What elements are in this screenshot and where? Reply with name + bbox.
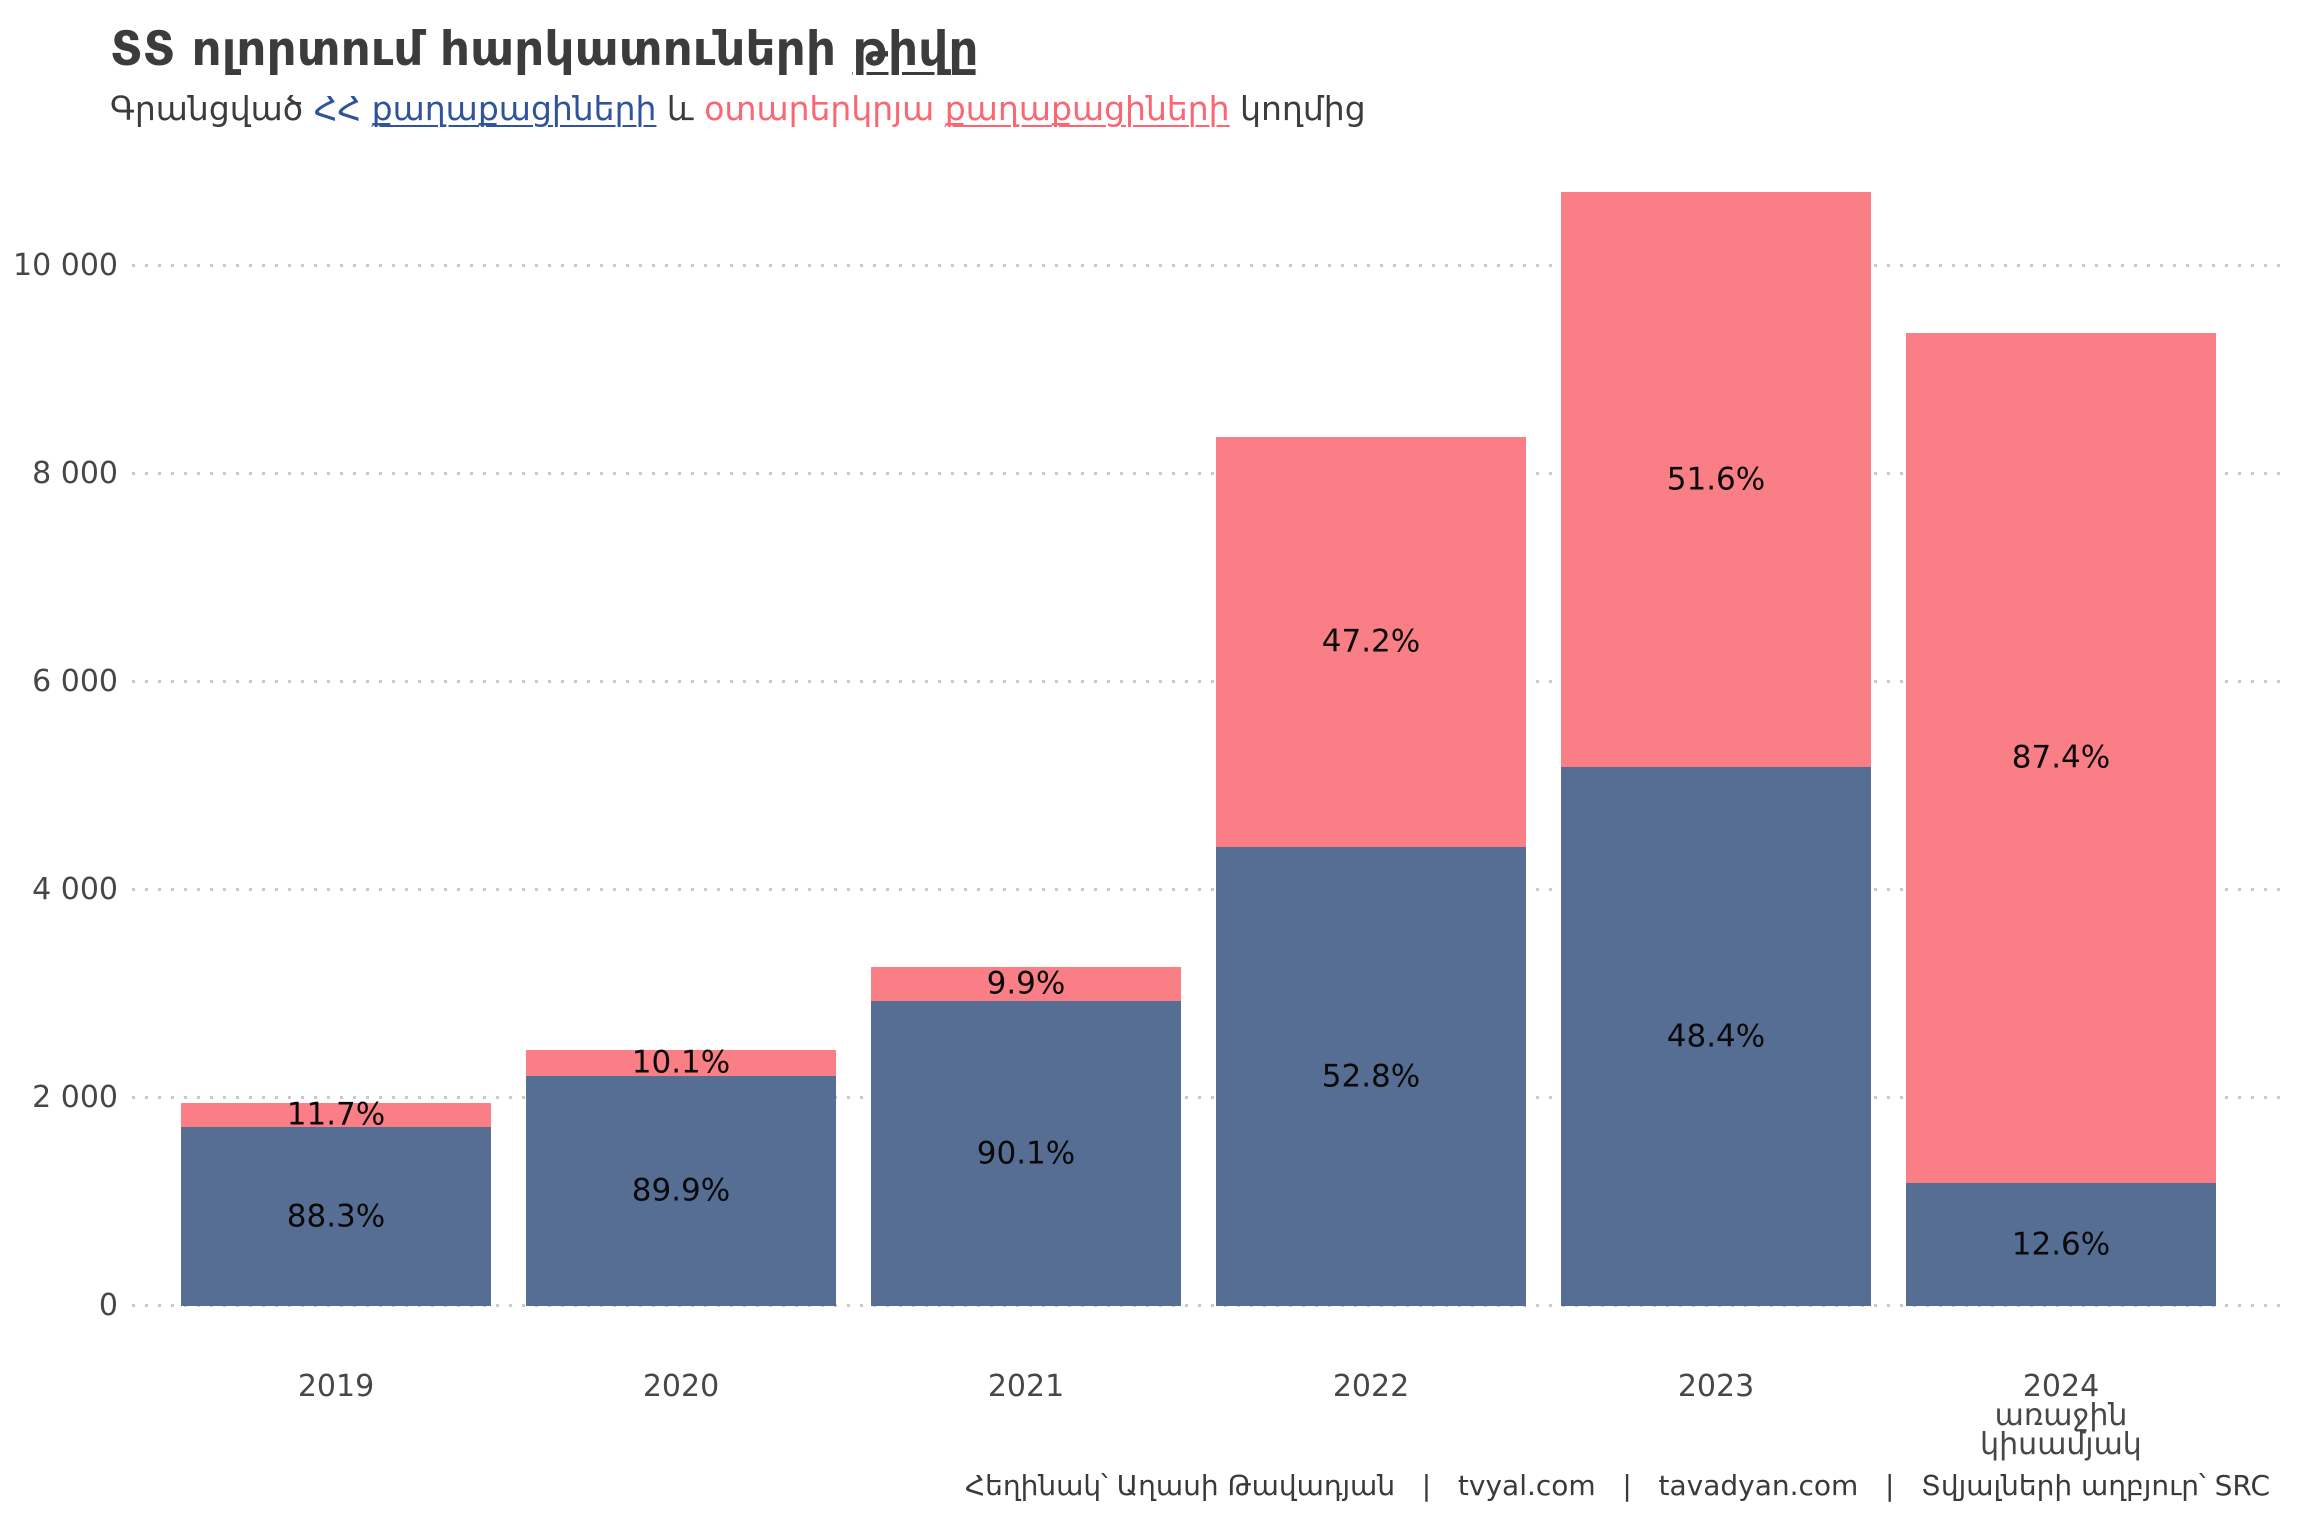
y-tick-label: 10 000	[13, 248, 118, 283]
bar-2020: 10.1% 89.9%	[526, 1044, 836, 1306]
subtitle-text: օտարերկրյա	[704, 89, 945, 128]
subtitle-text: Գրանցված	[110, 89, 314, 128]
segment-ra-citizens: 90.1%	[871, 1001, 1181, 1306]
subtitle-text: քաղաքացիների	[371, 89, 657, 128]
segment-foreign-citizens: 51.6%	[1561, 192, 1871, 767]
x-axis-label-2019: 2019	[186, 1369, 486, 1404]
pct-label-foreign: 10.1%	[631, 1044, 731, 1081]
segment-ra-citizens: 52.8%	[1216, 847, 1526, 1306]
x-axis-label-line: առաջին	[1994, 1398, 2128, 1433]
pct-label-foreign: 47.2%	[1321, 623, 1421, 660]
segment-foreign-citizens: 10.1%	[526, 1044, 836, 1081]
x-axis-label-line: կիսամյակ	[1980, 1427, 2142, 1462]
gridline-6000	[132, 680, 2286, 683]
pct-label-citizens: 52.8%	[1321, 1058, 1421, 1094]
pct-label-foreign: 51.6%	[1666, 461, 1766, 497]
y-tick-label: 8 000	[32, 456, 118, 491]
y-tick-label: 2 000	[32, 1080, 118, 1115]
chart-caption: Հեղինակ՝ Աղասի Թավադյան | tvyal.com | ta…	[965, 1469, 2270, 1502]
subtitle-text	[361, 89, 372, 128]
bar-2023: 51.6% 48.4%	[1561, 192, 1871, 1306]
pct-label-citizens: 88.3%	[286, 1198, 386, 1234]
gridline-0	[132, 1304, 2286, 1307]
title-text: թիվը	[852, 22, 979, 77]
x-axis-label-line: 2021	[987, 1369, 1065, 1404]
gridline-10000	[132, 264, 2286, 267]
y-tick-label: 4 000	[32, 872, 118, 907]
pct-label-citizens: 90.1%	[976, 1135, 1076, 1171]
segment-foreign-citizens: 11.7%	[181, 1099, 491, 1130]
pct-label-citizens: 12.6%	[2011, 1226, 2111, 1262]
x-axis-label-line: 2019	[297, 1369, 375, 1404]
pct-label-citizens: 48.4%	[1666, 1018, 1766, 1054]
x-axis-label-2020: 2020	[531, 1369, 831, 1404]
chart-subtitle: Գրանցված ՀՀ քաղաքացիների և օտարերկրյա քա…	[110, 89, 1366, 128]
segment-ra-citizens: 12.6%	[1906, 1183, 2216, 1306]
segment-foreign-citizens: 87.4%	[1906, 333, 2216, 1183]
bar-2022: 47.2% 52.8%	[1216, 437, 1526, 1306]
bar-2019: 11.7% 88.3%	[181, 1099, 491, 1306]
pct-label-foreign: 11.7%	[286, 1096, 386, 1133]
subtitle-text: և	[656, 89, 705, 128]
segment-foreign-citizens: 47.2%	[1216, 437, 1526, 847]
segment-ra-citizens: 89.9%	[526, 1076, 836, 1306]
x-axis-label-line: 2022	[1332, 1369, 1410, 1404]
x-axis-label-2021: 2021	[876, 1369, 1176, 1404]
subtitle-text: ՀՀ	[313, 89, 362, 128]
pct-label-foreign: 87.4%	[2011, 739, 2111, 776]
segment-ra-citizens: 48.4%	[1561, 767, 1871, 1306]
y-tick-label: 6 000	[32, 664, 118, 699]
subtitle-text: քաղաքացիների	[944, 89, 1230, 128]
segment-ra-citizens: 88.3%	[181, 1127, 491, 1306]
subtitle-text: կողմից	[1229, 89, 1366, 128]
segment-foreign-citizens: 9.9%	[871, 967, 1181, 1001]
pct-label-citizens: 89.9%	[631, 1172, 731, 1209]
x-axis-label-2023: 2023	[1566, 1369, 1866, 1404]
chart-title: ՏՏ ոլորտում հարկատուների թիվը	[110, 22, 979, 77]
bar-2024: 87.4% 12.6%	[1906, 333, 2216, 1306]
x-axis-label-line: 2023	[1677, 1369, 1755, 1404]
x-axis-label-line: 2024	[2022, 1369, 2100, 1404]
title-text: ՏՏ ոլորտում հարկատուների	[110, 22, 853, 77]
gridline-4000	[132, 888, 2286, 891]
gridline-2000	[132, 1096, 2286, 1099]
bar-2021: 9.9% 90.1%	[871, 967, 1181, 1306]
x-axis-label-2024: 2024 առաջին կիսամյակ	[1911, 1369, 2211, 1462]
pct-label-foreign: 9.9%	[986, 965, 1066, 1002]
x-axis-label-line: 2020	[642, 1369, 720, 1404]
x-axis-label-2022: 2022	[1221, 1369, 1521, 1404]
y-tick-label: 0	[98, 1288, 118, 1323]
gridline-8000	[132, 472, 2286, 475]
